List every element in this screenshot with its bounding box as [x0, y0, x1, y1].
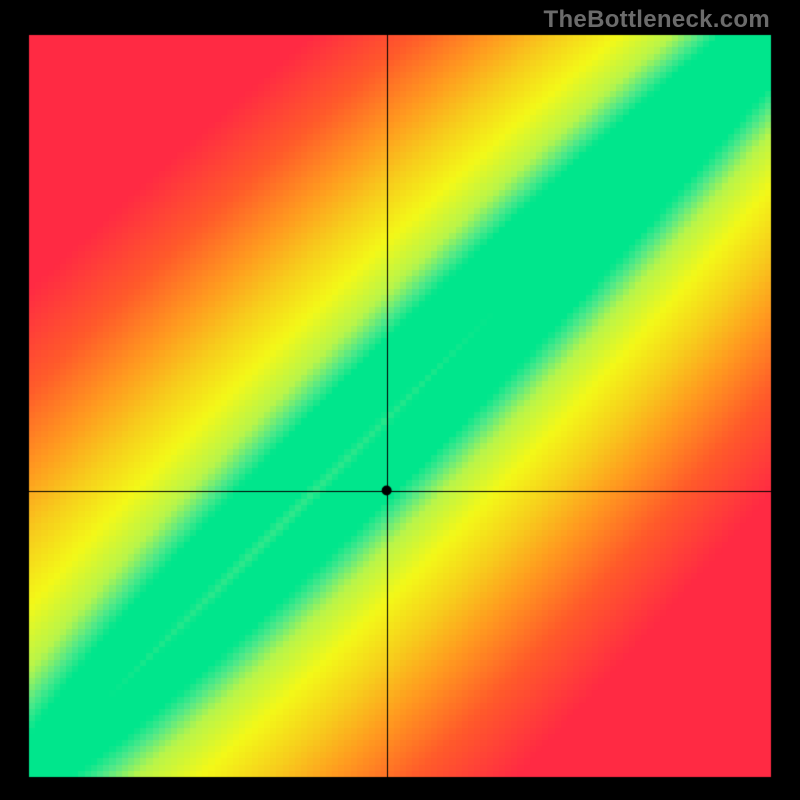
- bottleneck-heatmap: [0, 0, 800, 800]
- chart-container: TheBottleneck.com: [0, 0, 800, 800]
- watermark-text: TheBottleneck.com: [544, 6, 770, 34]
